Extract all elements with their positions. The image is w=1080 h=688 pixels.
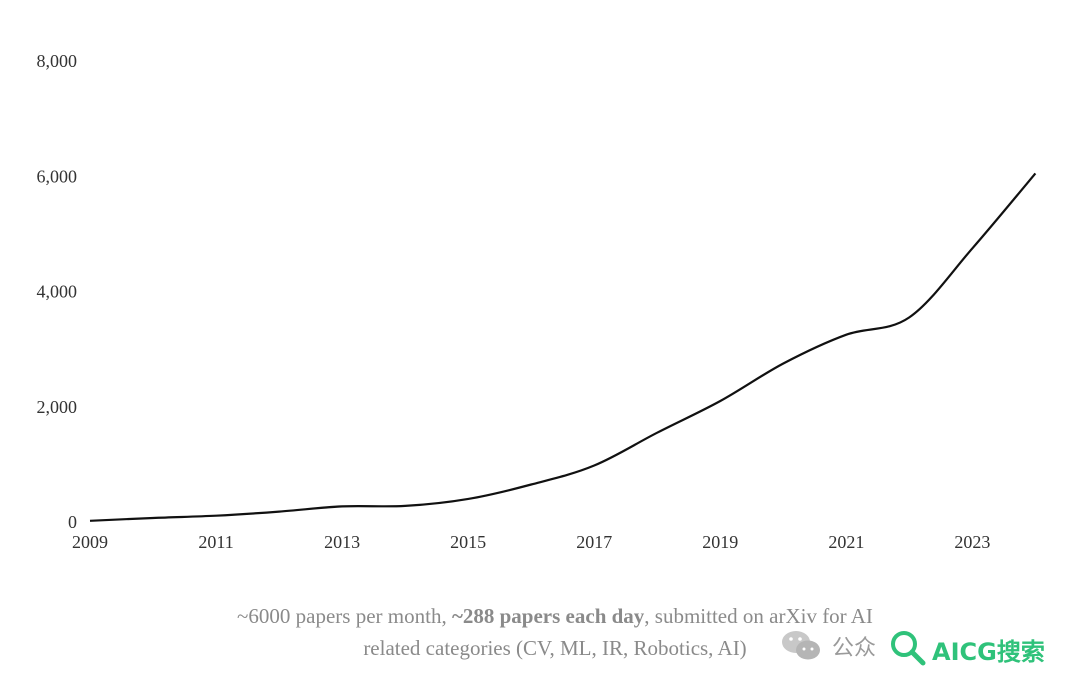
watermark-brand: AICG搜索 [932, 638, 1045, 666]
watermark: 公众 AICG搜索 [780, 622, 1080, 672]
figure-caption: ~6000 papers per month, ~288 papers each… [0, 600, 1080, 632]
figure-caption-line2: related categories (CV, ML, IR, Robotics… [0, 632, 1080, 664]
caption-line1-post: , submitted on arXiv for AI [644, 604, 873, 628]
x-tick-label: 2015 [450, 532, 486, 552]
y-tick-label: 8,000 [37, 51, 78, 71]
caption-line2: related categories (CV, ML, IR, Robotics… [363, 636, 747, 660]
y-axis-ticks: 0 2,000 4,000 6,000 8,000 [37, 51, 78, 532]
series-line [89, 172, 1037, 522]
x-tick-label: 2019 [702, 532, 738, 552]
x-tick-label: 2023 [954, 532, 990, 552]
x-tick-label: 2021 [828, 532, 864, 552]
wechat-icon [782, 631, 820, 660]
x-tick-label: 2017 [576, 532, 612, 552]
y-tick-label: 4,000 [37, 282, 78, 302]
series-group [89, 172, 1037, 522]
x-tick-label: 2013 [324, 532, 360, 552]
y-tick-label: 6,000 [37, 166, 78, 186]
caption-line1-pre: ~6000 papers per month, [237, 604, 452, 628]
y-tick-label: 2,000 [37, 397, 78, 417]
x-tick-label: 2011 [198, 532, 233, 552]
x-axis-ticks: 2009 2011 2013 2015 2017 2019 2021 2023 [72, 532, 990, 552]
caption-line1-bold: ~288 papers each day [451, 604, 645, 628]
magnifier-icon [891, 631, 926, 666]
x-tick-label: 2009 [72, 532, 108, 552]
watermark-text: 公众 [832, 636, 877, 661]
y-tick-label: 0 [68, 512, 77, 532]
